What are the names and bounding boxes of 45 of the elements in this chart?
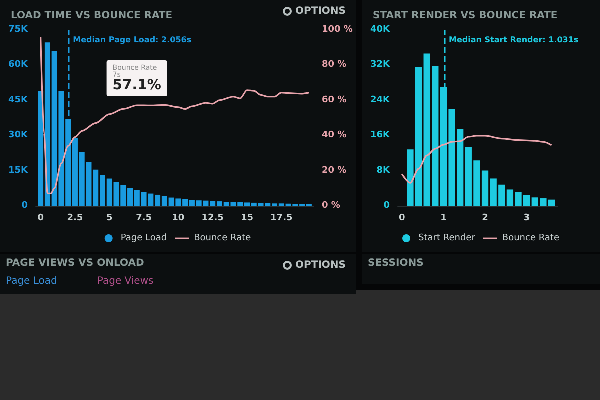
x-tick-label: 2.5: [67, 214, 84, 224]
x-tick-label: 5: [106, 214, 113, 224]
legend-label: Start Render: [418, 234, 476, 244]
x-tick-label: 15: [240, 214, 254, 224]
y-tick-label: 8K: [376, 166, 392, 176]
x-tick-label: 3: [524, 214, 530, 224]
x-tick-label: 2: [482, 214, 488, 224]
y2-tick-label: 0 %: [322, 201, 340, 211]
y-tick-label: 32K: [370, 60, 392, 70]
line-series: [40, 36, 310, 194]
y-tick-label: 0: [384, 201, 390, 211]
chart-title: LOAD TIME VS BOUNCE RATE: [11, 10, 173, 22]
x-tick-label: 0: [38, 214, 44, 224]
y-tick-label: 16K: [370, 130, 392, 141]
y-tick-label: 24K: [370, 95, 392, 106]
text: OPTIONS: [296, 6, 346, 17]
ref-line-label: Median Page Load: 2.056s: [73, 36, 192, 44]
legend-label: Page Load: [6, 276, 58, 287]
y2-tick-label: 60 %: [322, 95, 347, 106]
text: SESSIONS: [368, 258, 424, 269]
y-tick-label: 15K: [8, 166, 30, 176]
text: PAGE VIEWS VS ONLOAD: [6, 258, 144, 269]
chart-title: START RENDER VS BOUNCE RATE: [373, 10, 558, 22]
y2-tick-label: 100 %: [322, 25, 353, 35]
legend-label: Bounce Rate: [194, 234, 252, 244]
x-tick-label: 1: [440, 214, 447, 224]
y-tick-label: 60K: [8, 60, 30, 70]
y2-tick-label: 20 %: [322, 166, 347, 176]
legend-label: Page Views: [97, 276, 154, 287]
legend-label: Bounce Rate: [502, 234, 560, 244]
y2-tick-label: 40 %: [322, 130, 347, 141]
y-tick-label: 30K: [8, 130, 30, 141]
legend-label: Page Load: [120, 234, 168, 244]
ref-line-label: Median Start Render: 1.031s: [449, 36, 579, 44]
y-tick-label: 75K: [8, 25, 30, 35]
x-tick-label: 7.5: [136, 214, 152, 224]
y-tick-label: 0: [22, 201, 28, 211]
y-tick-label: 45K: [8, 95, 30, 106]
x-tick-label: 0: [399, 214, 406, 224]
x-tick-label: 17.5: [270, 214, 293, 224]
x-tick-label: 12.5: [202, 214, 224, 224]
x-tick-label: 10: [172, 214, 185, 224]
y-tick-label: 40K: [370, 25, 392, 35]
text: OPTIONS: [296, 260, 346, 271]
y2-tick-label: 80 %: [322, 60, 347, 70]
